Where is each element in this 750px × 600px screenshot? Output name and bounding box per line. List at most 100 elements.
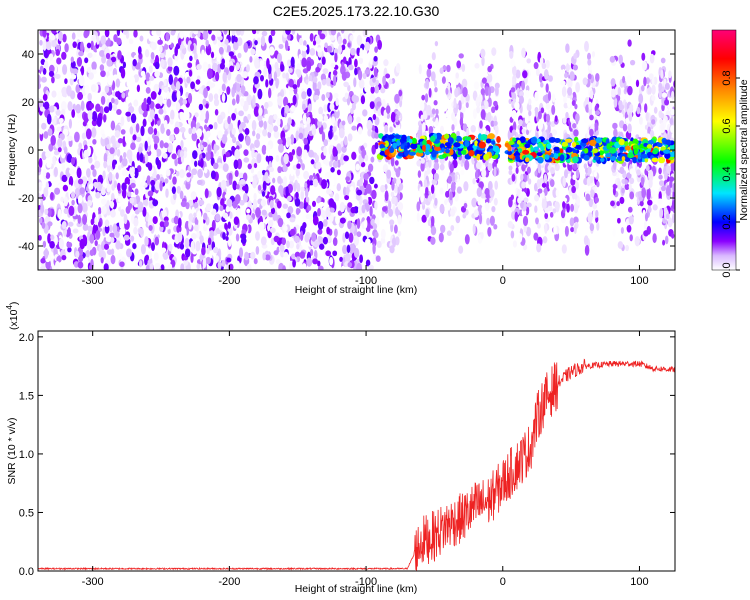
- spectrogram-cell: [300, 190, 305, 201]
- spectrogram-cell: [651, 119, 656, 125]
- spectrogram-cell: [226, 198, 233, 208]
- spectrogram-cell: [287, 151, 294, 162]
- spectrogram-cell: [273, 250, 279, 256]
- spectrogram-cell: [424, 93, 429, 103]
- spectrogram-cell: [321, 179, 327, 190]
- spectrogram-cell: [141, 101, 147, 112]
- spectrogram-cell: [301, 263, 307, 270]
- spectrogram-cell: [260, 199, 267, 207]
- spectrogram-cell: [101, 205, 107, 215]
- spectrogram-cell: [526, 166, 531, 174]
- spectrogram-cell: [191, 168, 198, 176]
- spectrogram-cell: [189, 55, 193, 62]
- spectrogram-cell: [364, 41, 371, 51]
- spectrogram-cell: [306, 179, 311, 188]
- spectrogram-cell: [541, 182, 547, 188]
- spectrogram-cell: [123, 234, 130, 241]
- spectrogram-cell: [362, 109, 368, 117]
- spectrogram-cell: [155, 180, 160, 191]
- spectrogram-cell: [48, 53, 54, 61]
- spectrogram-cell: [103, 152, 108, 164]
- spectrogram-cell: [285, 72, 290, 81]
- spectrogram-cell: [190, 43, 194, 52]
- spectrogram-cell: [528, 98, 532, 106]
- spectrogram-cell: [633, 148, 638, 155]
- spectrogram-cell: [587, 166, 592, 175]
- spectrogram-cell: [284, 104, 290, 114]
- spectrogram-cell: [470, 134, 475, 140]
- spectrogram-cell: [629, 168, 635, 175]
- spectrogram-cell: [648, 73, 654, 80]
- spectrogram-cell: [42, 30, 47, 38]
- spectrogram-cell: [359, 254, 364, 264]
- spectrogram-cell: [275, 155, 280, 162]
- spectrogram-cell: [203, 166, 208, 174]
- spectrogram-cell: [667, 217, 673, 228]
- spectrogram-cell: [312, 80, 317, 92]
- spectrogram-cell: [101, 133, 106, 140]
- spectrogram-cell: [658, 82, 663, 90]
- spectrogram-cell: [390, 156, 395, 167]
- spectrogram-cell: [442, 65, 447, 71]
- spectrogram-cell: [47, 128, 53, 136]
- spectrogram-cell: [215, 213, 221, 222]
- spectrogram-cell: [181, 48, 187, 55]
- spectrogram-cell: [62, 64, 68, 75]
- spectrogram-cell: [186, 172, 192, 178]
- spectrogram-cell: [188, 213, 194, 222]
- spectrogram-cell: [39, 65, 44, 72]
- spectrogram-cell: [323, 104, 328, 112]
- spectrogram-cell: [493, 120, 498, 126]
- spectrogram-cell: [670, 125, 675, 134]
- spectrogram-cell: [586, 176, 591, 187]
- spectrogram-cell: [150, 41, 157, 51]
- spectrogram-cell: [474, 62, 480, 69]
- spectrogram-cell: [255, 246, 260, 255]
- spectrogram-cell: [509, 50, 514, 59]
- spectrogram-cell: [202, 30, 209, 41]
- spectrogram-cell: [595, 130, 599, 136]
- spectrogram-cell: [130, 235, 135, 242]
- spectrogram-cell: [110, 209, 116, 218]
- spectrogram-cell: [100, 95, 106, 105]
- spectrogram-cell: [430, 135, 436, 143]
- spectrogram-cell: [461, 155, 466, 164]
- spectrogram-cell: [121, 182, 127, 192]
- spectrogram-cell: [68, 205, 75, 217]
- spectrogram-cell: [642, 209, 646, 219]
- spectrogram-cell: [600, 157, 605, 162]
- spectrogram-cell: [649, 53, 655, 64]
- spectrogram-cell: [66, 153, 73, 163]
- spectrogram-cell: [151, 30, 157, 36]
- spectrogram-cell: [232, 41, 239, 51]
- spectrogram-cell: [621, 156, 626, 161]
- spectrogram-cell: [584, 96, 590, 105]
- spectrogram-cell: [373, 55, 378, 62]
- spectrogram-cell: [303, 137, 309, 145]
- spectrogram-cell: [374, 142, 379, 150]
- spectrogram-cell: [169, 118, 174, 125]
- spectrogram-cell: [288, 78, 294, 88]
- spectrogram-cell: [55, 260, 60, 270]
- spectrogram-cell: [58, 31, 63, 42]
- spectrogram-cell: [61, 162, 66, 171]
- spectrogram-cell: [287, 206, 294, 215]
- spectrogram-cell: [434, 40, 439, 47]
- spectrogram-cell: [103, 263, 109, 270]
- spectrogram-cell: [334, 52, 338, 63]
- spectrogram-cell: [95, 147, 100, 157]
- spectrogram-cell: [444, 142, 451, 147]
- spectrogram-cell: [83, 144, 88, 151]
- spectrogram-cell: [132, 243, 137, 250]
- spectrogram-cell: [164, 178, 169, 184]
- spectrogram-cell: [618, 103, 625, 111]
- spectrogram-cell: [283, 251, 289, 258]
- spectrogram-cell: [353, 77, 357, 88]
- spectrogram-cell: [355, 163, 361, 171]
- spectrogram-cell: [672, 183, 675, 193]
- spectrogram-cell: [256, 153, 262, 164]
- spectrogram-cell: [456, 60, 462, 69]
- spectrogram-cell: [595, 72, 600, 82]
- spectrogram-cell: [403, 149, 409, 157]
- spectrogram-cell: [581, 138, 589, 144]
